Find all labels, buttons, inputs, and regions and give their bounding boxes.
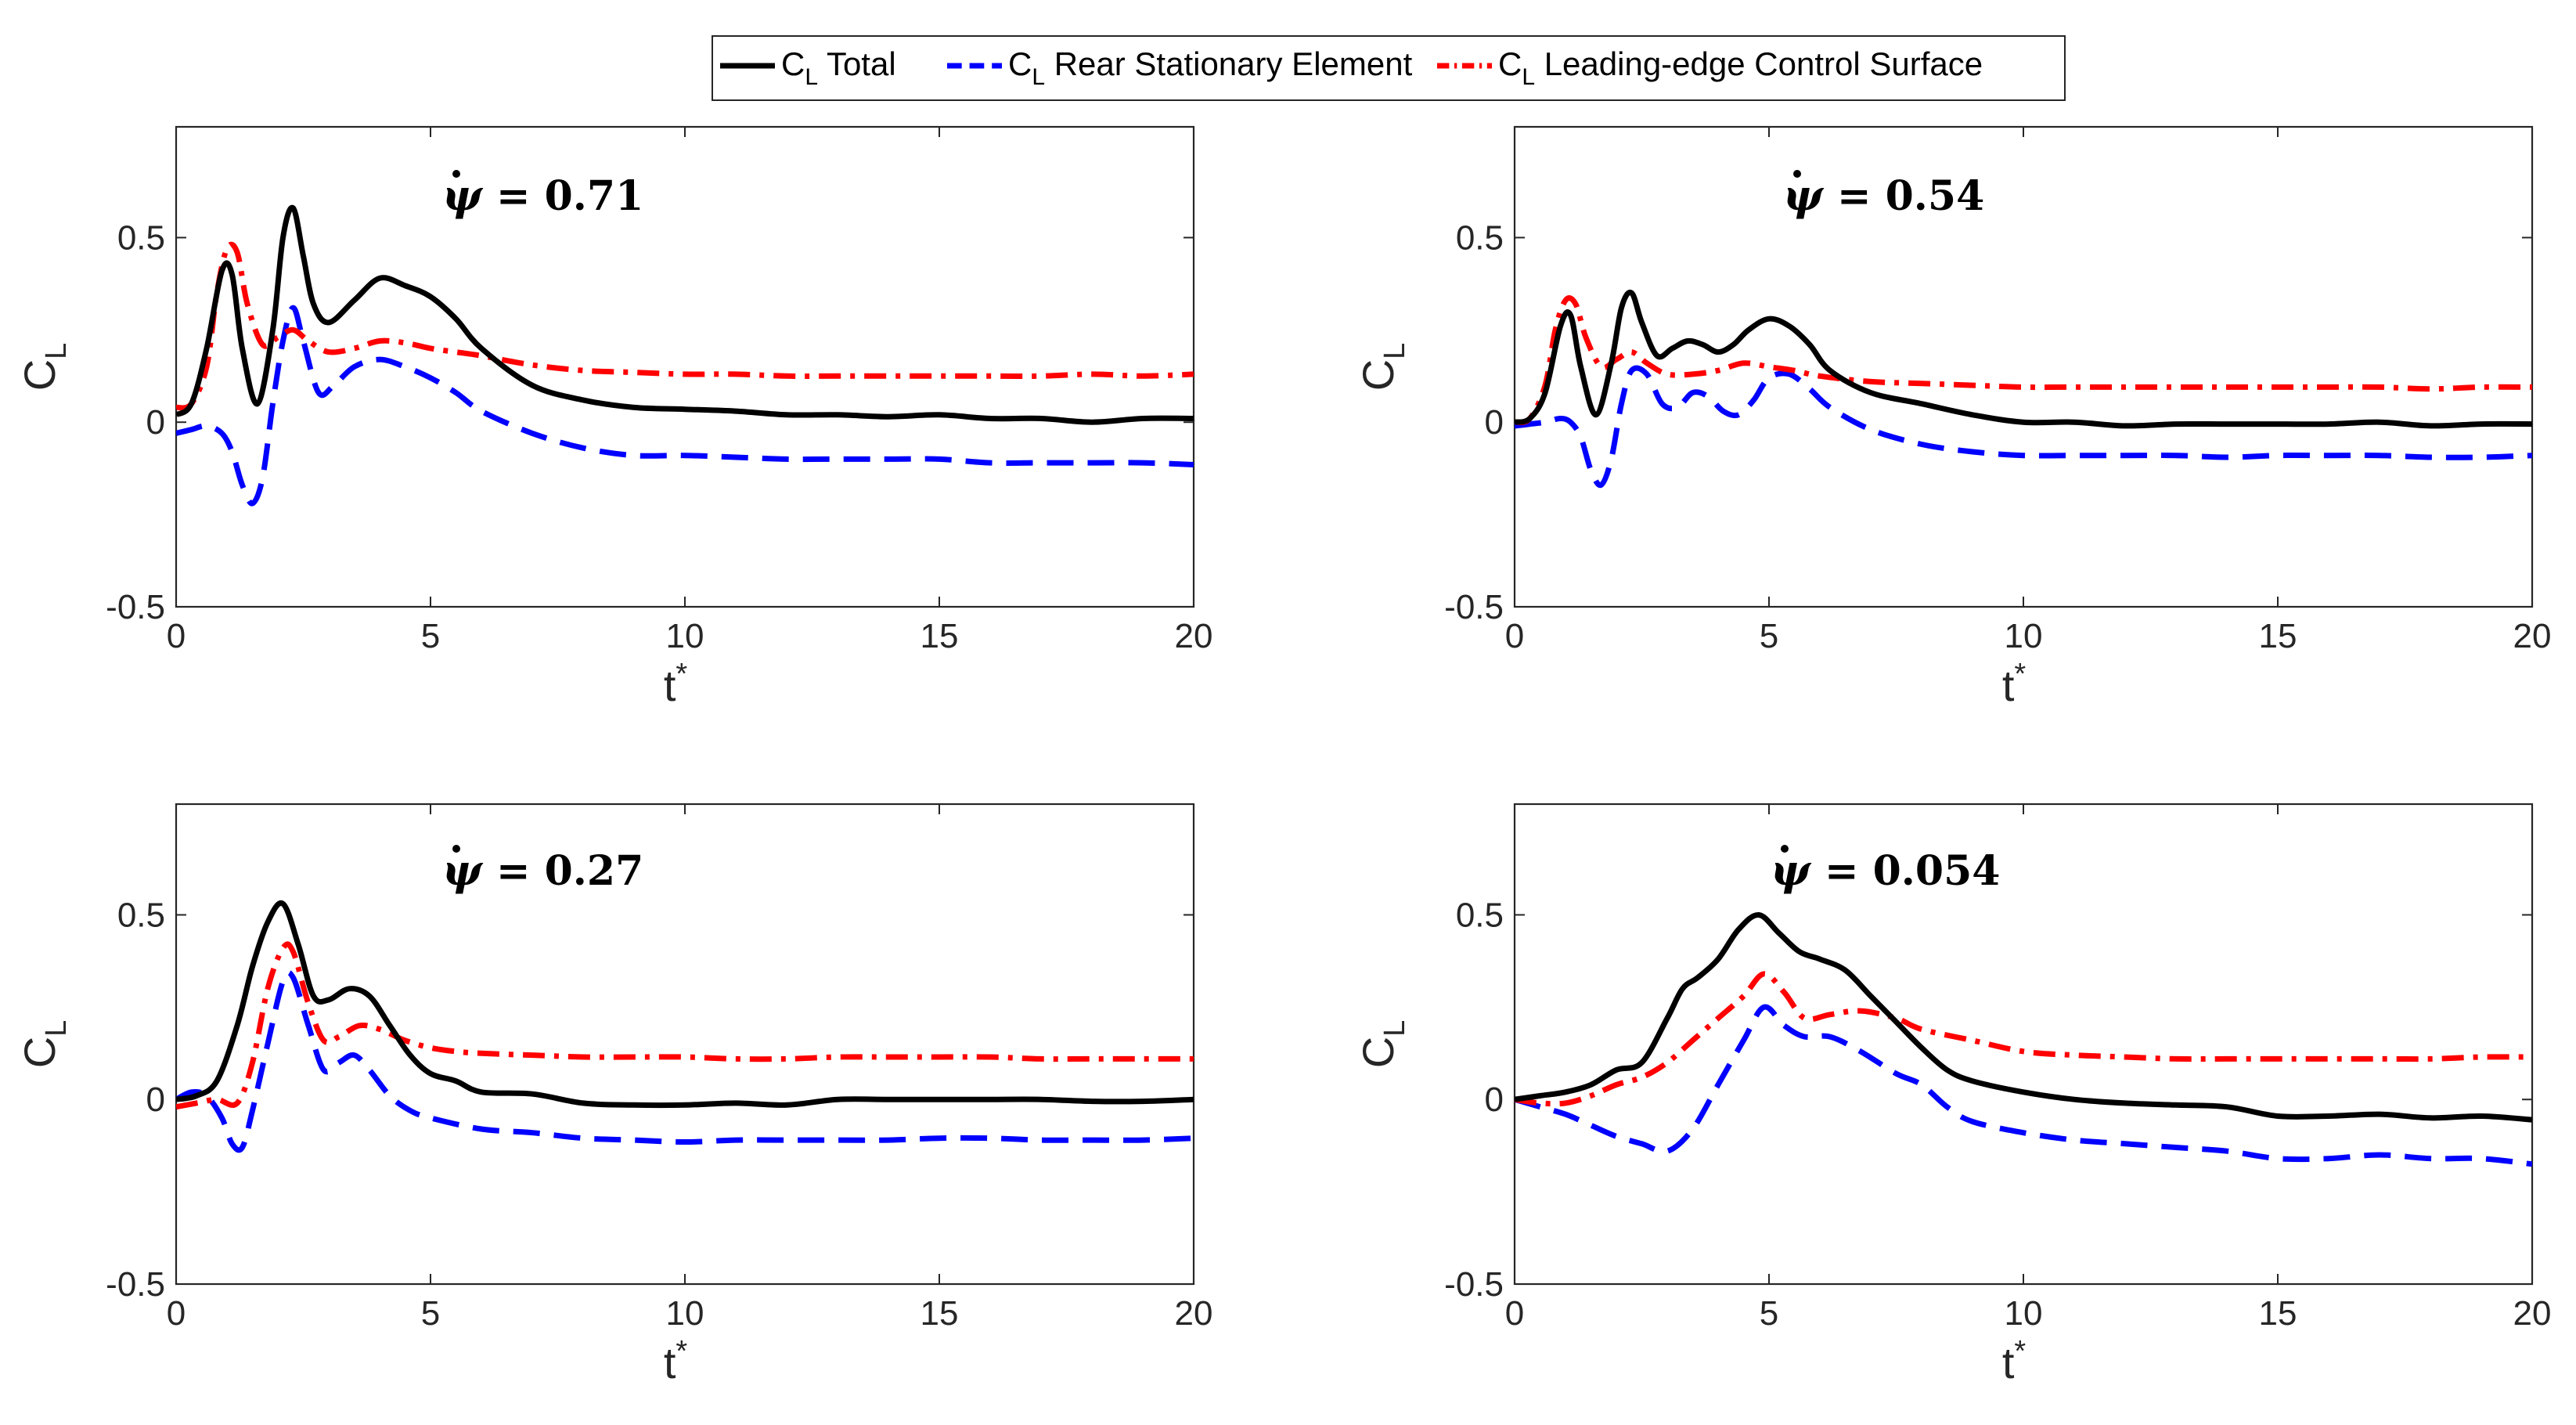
x-tick-label: 0 — [167, 617, 186, 655]
x-axis-label: t* — [664, 658, 688, 710]
x-tick-label: 0 — [1505, 1294, 1524, 1333]
y-tick-label: 0 — [1485, 403, 1504, 442]
subplot-1: 0 5 10 15 20-0.500.5t*CLψ = 0.71 — [15, 125, 1213, 710]
x-axis-label: t* — [2002, 658, 2027, 710]
x-tick-label: 15 — [921, 1294, 959, 1333]
y-tick-label: 0 — [1485, 1080, 1504, 1119]
x-tick-label: 5 — [1760, 1294, 1778, 1333]
x-tick-label: 20 — [1175, 1294, 1213, 1333]
y-tick-label: -0.5 — [1444, 1265, 1504, 1304]
plot-area-2 — [1513, 125, 2534, 608]
psi-dot — [1781, 845, 1789, 853]
x-tick-label: 15 — [2259, 617, 2297, 655]
y-tick-label: -0.5 — [106, 588, 165, 626]
legend: CL Total CL Rear Stationary Element CL Lea… — [712, 35, 2066, 101]
legend-label-1: CL Total — [781, 45, 896, 90]
series-line-1 — [1515, 290, 2532, 429]
legend-label-3: CL Leading-edge Control Surface — [1498, 45, 1983, 90]
x-tick-label: 20 — [2513, 1294, 2552, 1333]
plot-area-3 — [175, 803, 1195, 1286]
y-tick-label: -0.5 — [106, 1265, 165, 1304]
series-line-3 — [176, 941, 1194, 1110]
y-tick-label: 0.5 — [117, 218, 165, 257]
x-tick-label: 20 — [2513, 617, 2552, 655]
rate-annotation: ψ = 0.54 — [1783, 170, 1984, 220]
plot-area-4 — [1513, 803, 2534, 1286]
y-tick-label: 0.5 — [117, 896, 165, 934]
series-line-2 — [1515, 1004, 2532, 1167]
series-line-3 — [1515, 295, 2532, 426]
rate-annotation: ψ = 0.054 — [1771, 845, 2000, 895]
psi-dot — [452, 845, 460, 853]
series-line-3 — [176, 241, 1194, 411]
psi-dot — [452, 170, 460, 178]
x-tick-label: 10 — [2005, 617, 2043, 655]
rate-annotation: ψ = 0.71 — [442, 170, 643, 220]
x-axis-label: t* — [664, 1335, 688, 1387]
y-axis-label: CL — [15, 1020, 73, 1069]
y-axis-label: CL — [15, 343, 73, 391]
x-tick-label: 5 — [1760, 617, 1778, 655]
y-tick-label: 0.5 — [1456, 218, 1504, 257]
series-line-1 — [176, 900, 1194, 1109]
y-tick-label: 0.5 — [1456, 896, 1504, 934]
series-line-3 — [1515, 971, 2532, 1107]
subplot-grid: 0 5 10 15 20-0.500.5t*CLψ = 0.710 5 10 15 20-0.5… — [15, 125, 2552, 1387]
plot-area-1 — [175, 125, 1195, 608]
subplot-3: 0 5 10 15 20-0.500.5t*CLψ = 0.27 — [15, 803, 1213, 1387]
x-tick-label: 10 — [666, 617, 704, 655]
subplot-2: 0 5 10 15 20-0.500.5t*CLψ = 0.54 — [1353, 125, 2552, 710]
x-tick-label: 15 — [921, 617, 959, 655]
psi-dot — [1793, 170, 1801, 178]
x-tick-label: 0 — [167, 1294, 186, 1333]
x-tick-label: 10 — [2005, 1294, 2043, 1333]
x-tick-label: 20 — [1175, 617, 1213, 655]
legend-label-2: CL Rear Stationary Element — [1008, 45, 1413, 90]
series-line-1 — [1515, 912, 2532, 1123]
y-tick-label: 0 — [146, 1080, 165, 1119]
series-line-1 — [176, 204, 1194, 425]
y-axis-label: CL — [1353, 343, 1411, 391]
subplot-4: 0 5 10 15 20-0.500.5t*CLψ = 0.054 — [1353, 803, 2552, 1387]
y-axis-label: CL — [1353, 1020, 1411, 1069]
x-tick-label: 0 — [1505, 617, 1524, 655]
series-line-2 — [176, 305, 1194, 507]
y-tick-label: 0 — [146, 403, 165, 442]
x-axis-label: t* — [2002, 1335, 2027, 1387]
x-tick-label: 5 — [421, 1294, 440, 1333]
legend-box — [712, 35, 2066, 101]
x-tick-label: 10 — [666, 1294, 704, 1333]
rate-annotation: ψ = 0.27 — [442, 845, 643, 895]
x-tick-label: 15 — [2259, 1294, 2297, 1333]
series-line-2 — [1515, 365, 2532, 489]
y-tick-label: -0.5 — [1444, 588, 1504, 626]
series-line-2 — [176, 969, 1194, 1153]
x-tick-label: 5 — [421, 617, 440, 655]
